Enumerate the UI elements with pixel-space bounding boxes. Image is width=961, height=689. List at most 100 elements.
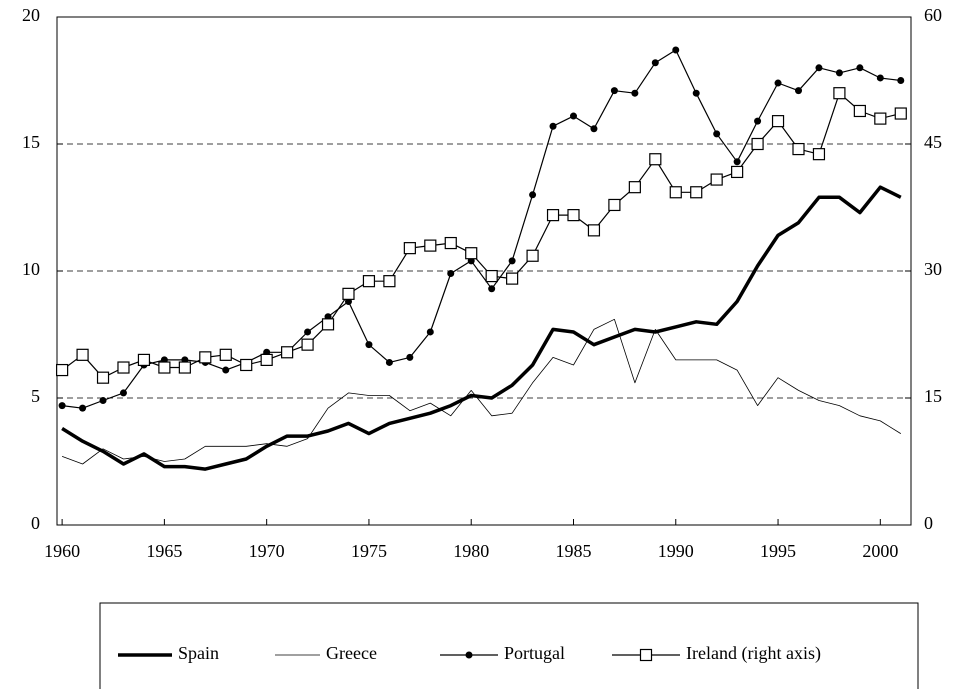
point [587, 224, 601, 237]
point [304, 328, 312, 336]
legend-label: Ireland (right axis) [686, 643, 821, 664]
point [628, 181, 641, 194]
point [117, 361, 130, 374]
point [792, 142, 805, 156]
point [567, 209, 580, 222]
point [649, 153, 662, 166]
point [815, 64, 823, 72]
x-tick-label: 1980 [453, 541, 489, 561]
point [529, 191, 537, 199]
point [733, 158, 741, 166]
point [365, 341, 373, 349]
point [137, 353, 151, 366]
point [690, 186, 703, 199]
legend-label: Spain [178, 643, 219, 663]
point [199, 351, 212, 364]
point [99, 397, 107, 405]
point [465, 247, 478, 260]
point [403, 242, 416, 255]
point [835, 69, 843, 77]
point [260, 353, 273, 366]
point [876, 74, 884, 82]
point [158, 361, 171, 374]
point [406, 353, 414, 361]
point [119, 389, 127, 397]
point [56, 363, 69, 377]
point [281, 346, 294, 359]
series-line [61, 318, 902, 465]
y-tick-label: 0 [31, 513, 40, 533]
point [301, 338, 314, 351]
y2-tick-label: 15 [924, 386, 942, 406]
point [608, 198, 621, 212]
point [833, 87, 846, 100]
y-tick-label: 5 [31, 386, 40, 406]
point [485, 269, 498, 283]
point [754, 117, 762, 125]
point [774, 79, 782, 87]
y2-tick-label: 60 [924, 5, 942, 25]
point [897, 77, 905, 84]
y-tick-label: 15 [22, 132, 40, 152]
point [713, 130, 721, 138]
series-line [61, 92, 901, 379]
x-tick-label: 1975 [351, 541, 387, 561]
legend-marker [465, 651, 473, 659]
point [219, 348, 232, 361]
x-tick-label: 1970 [249, 541, 285, 561]
series-line [62, 49, 901, 409]
point [488, 285, 496, 293]
point [76, 348, 89, 361]
point [444, 236, 457, 250]
y2-tick-label: 45 [924, 132, 942, 152]
y2-tick-label: 30 [924, 259, 942, 279]
point [569, 112, 577, 120]
point [546, 209, 560, 222]
point [321, 318, 335, 331]
point [222, 366, 230, 374]
point [692, 89, 700, 97]
point [383, 275, 396, 288]
point [506, 272, 519, 285]
point [874, 112, 887, 125]
point [812, 148, 826, 161]
legend-box [99, 602, 919, 689]
y2-tick-label: 0 [924, 513, 933, 533]
point [426, 328, 434, 336]
x-tick-label: 2000 [862, 541, 898, 561]
series-line [61, 185, 902, 471]
point [672, 46, 680, 54]
point [651, 59, 659, 67]
point [178, 361, 191, 374]
point [631, 89, 639, 97]
point [526, 249, 539, 262]
x-tick-label: 1960 [44, 541, 80, 561]
point [385, 358, 393, 366]
x-tick-label: 1990 [658, 541, 694, 561]
point [853, 104, 866, 118]
legend-label: Portugal [504, 643, 565, 663]
point [96, 371, 110, 384]
point [669, 186, 682, 199]
x-tick-label: 1985 [555, 541, 591, 561]
point [79, 404, 87, 412]
point [610, 87, 618, 95]
point [58, 402, 66, 410]
y-tick-label: 10 [22, 259, 40, 279]
x-tick-label: 1995 [760, 541, 796, 561]
legend-marker [639, 648, 653, 662]
point [590, 125, 598, 133]
point [794, 87, 802, 95]
point [856, 64, 864, 72]
point [362, 275, 376, 288]
point [424, 239, 437, 252]
point [447, 270, 455, 278]
point [894, 107, 907, 120]
point [549, 122, 557, 130]
y-tick-label: 20 [22, 5, 40, 25]
point [751, 137, 764, 151]
point [710, 173, 723, 186]
legend-label: Greece [326, 643, 377, 663]
